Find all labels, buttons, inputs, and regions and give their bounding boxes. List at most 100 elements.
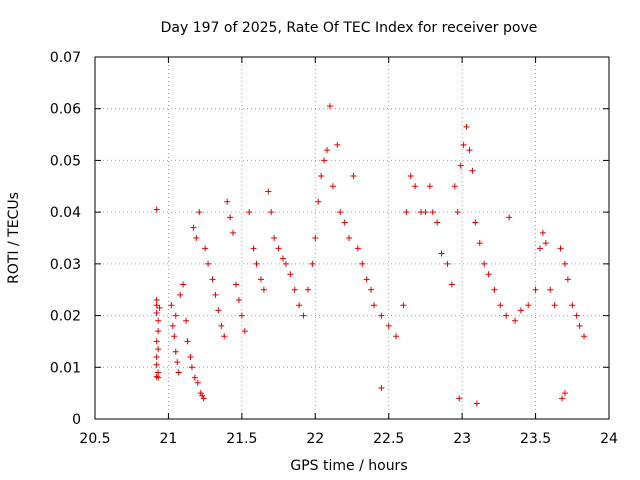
- data-point: [250, 245, 257, 252]
- data-point: [368, 286, 375, 293]
- data-point: [312, 235, 319, 241]
- data-point: [532, 286, 539, 293]
- y-tick-label: 0.07: [50, 50, 81, 66]
- data-point: [155, 328, 162, 335]
- data-point: [265, 188, 272, 195]
- data-point: [429, 209, 436, 216]
- y-axis-label: ROTI / TECUs: [6, 192, 22, 284]
- data-point: [205, 260, 212, 267]
- data-point: [291, 286, 298, 293]
- data-point: [324, 147, 331, 154]
- data-point: [212, 291, 219, 298]
- data-point: [412, 183, 419, 190]
- data-point: [564, 276, 571, 283]
- data-point: [153, 309, 160, 316]
- data-point: [561, 260, 568, 267]
- y-axis-tick-labels: 0 0.01 0.02 0.03 0.04 0.05 0.06 0.07: [50, 50, 81, 428]
- data-point: [354, 245, 361, 252]
- data-point: [215, 307, 222, 314]
- data-point: [188, 364, 195, 371]
- data-point: [232, 281, 239, 288]
- data-point: [197, 390, 204, 397]
- data-point: [581, 333, 588, 340]
- data-point: [559, 395, 566, 402]
- data-point: [191, 374, 198, 381]
- data-point: [199, 392, 206, 399]
- data-point: [315, 198, 322, 205]
- data-point: [400, 302, 407, 309]
- data-point: [337, 209, 344, 216]
- data-point: [371, 302, 378, 309]
- data-point: [434, 219, 441, 226]
- data-point: [309, 260, 316, 267]
- x-tick-label: 23.5: [520, 431, 551, 447]
- data-point: [378, 312, 385, 319]
- data-point: [224, 198, 231, 205]
- axis-ticks: [94, 56, 610, 420]
- data-point: [235, 297, 242, 304]
- x-tick-label: 21.5: [226, 431, 257, 447]
- data-point: [326, 103, 333, 110]
- data-point: [187, 353, 194, 360]
- data-point: [246, 209, 253, 216]
- data-point: [472, 219, 479, 226]
- y-tick-label: 0.06: [50, 102, 81, 118]
- data-point: [153, 297, 160, 304]
- data-point: [329, 183, 336, 190]
- data-point: [171, 333, 178, 340]
- data-point: [300, 312, 307, 319]
- data-point: [241, 328, 248, 335]
- data-point: [481, 260, 488, 267]
- x-tick-label: 23: [453, 431, 471, 447]
- data-point: [363, 276, 370, 283]
- data-point: [460, 141, 467, 148]
- data-point: [378, 384, 385, 391]
- data-point: [202, 245, 209, 252]
- data-point: [190, 224, 197, 231]
- data-point: [253, 260, 260, 267]
- plot-frame: [94, 56, 610, 420]
- y-tick-label: 0.02: [50, 309, 81, 325]
- data-point: [469, 167, 476, 174]
- data-point: [260, 286, 267, 293]
- data-point: [403, 209, 410, 216]
- data-point: [193, 235, 200, 241]
- data-point: [304, 286, 311, 293]
- data-point: [422, 209, 429, 216]
- data-point: [407, 172, 414, 179]
- data-point: [321, 157, 328, 164]
- data-point: [221, 333, 228, 340]
- data-point: [153, 302, 160, 309]
- data-point: [576, 322, 583, 329]
- data-point: [557, 245, 564, 252]
- data-point: [257, 276, 264, 283]
- data-point: [318, 172, 325, 179]
- data-point: [525, 302, 532, 309]
- data-point: [282, 260, 289, 267]
- data-point: [180, 281, 187, 288]
- data-point: [539, 229, 546, 236]
- data-point: [227, 214, 234, 221]
- data-point: [512, 317, 519, 324]
- data-point: [473, 400, 480, 407]
- data-point: [517, 307, 524, 314]
- data-point: [296, 302, 303, 309]
- data-point: [547, 286, 554, 293]
- data-point: [275, 245, 282, 252]
- x-tick-label: 22.5: [373, 431, 404, 447]
- y-tick-label: 0.01: [50, 360, 81, 376]
- data-point: [268, 209, 275, 216]
- data-point: [485, 271, 492, 278]
- data-point: [153, 338, 160, 345]
- data-point: [209, 276, 216, 283]
- chart-title: Day 197 of 2025, Rate Of TEC Index for r…: [161, 20, 538, 36]
- data-point: [279, 255, 286, 262]
- data-point: [491, 286, 498, 293]
- data-point: [476, 240, 483, 247]
- data-point: [169, 322, 176, 329]
- data-point: [218, 322, 225, 329]
- data-point: [287, 271, 294, 278]
- data-point: [451, 183, 458, 190]
- data-point: [497, 302, 504, 309]
